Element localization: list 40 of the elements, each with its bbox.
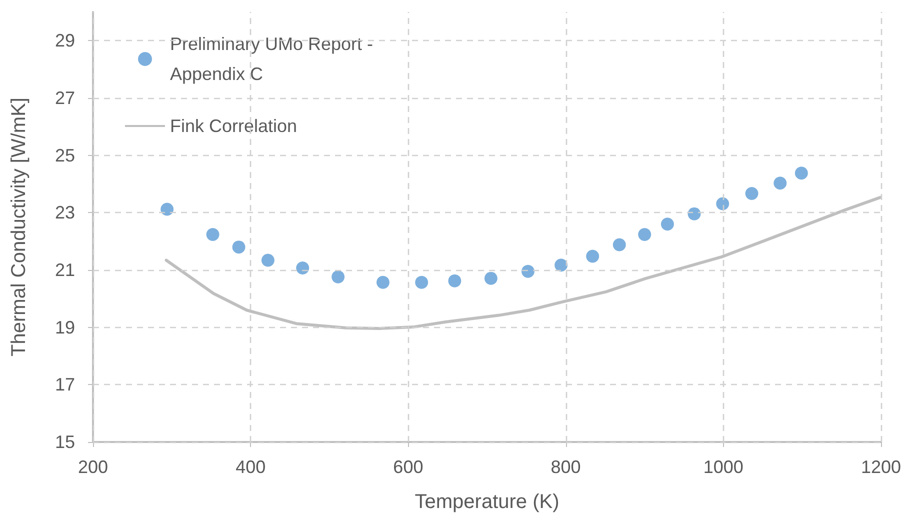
- point: [484, 272, 498, 285]
- y-tick-label: 29: [54, 30, 75, 51]
- point: [612, 238, 626, 252]
- y-tick-label: 19: [54, 317, 75, 338]
- y-tick-label: 21: [54, 260, 75, 280]
- legend-label: Preliminary UMo Report - Appendix C: [170, 34, 378, 84]
- point: [160, 202, 174, 216]
- point: [206, 228, 220, 241]
- point: [521, 264, 534, 278]
- x-tick-label: 1200: [860, 457, 902, 477]
- x-tick-label: 600: [393, 457, 424, 477]
- x-axis-title: Temperature (K): [414, 491, 560, 513]
- point: [415, 276, 428, 289]
- line-series: [164, 196, 882, 330]
- x-tick-label: 800: [550, 457, 581, 477]
- point: [261, 254, 274, 267]
- point: [794, 166, 808, 180]
- point: [296, 261, 310, 274]
- point: [448, 274, 462, 288]
- y-axis-title: Thermal Conductivity [W/mK]: [8, 98, 30, 356]
- y-tick-label: 23: [54, 202, 75, 223]
- y-tick-label: 27: [54, 88, 75, 108]
- point: [376, 276, 390, 289]
- point: [688, 207, 701, 220]
- x-tick-label: 200: [78, 457, 108, 477]
- point: [638, 228, 652, 241]
- point: [586, 250, 600, 263]
- legend-label: Fink Correlation: [170, 116, 298, 136]
- x-tick-label: 400: [236, 457, 266, 477]
- y-tick-label: 17: [54, 374, 75, 395]
- point: [232, 240, 246, 254]
- x-tick-label: 1000: [703, 457, 744, 477]
- point: [745, 186, 758, 200]
- point: [660, 218, 674, 231]
- point: [332, 270, 345, 284]
- y-tick-label: 15: [54, 432, 75, 452]
- point: [554, 258, 568, 272]
- point: [716, 197, 730, 210]
- point: [774, 176, 787, 190]
- y-tick-label: 25: [54, 145, 75, 166]
